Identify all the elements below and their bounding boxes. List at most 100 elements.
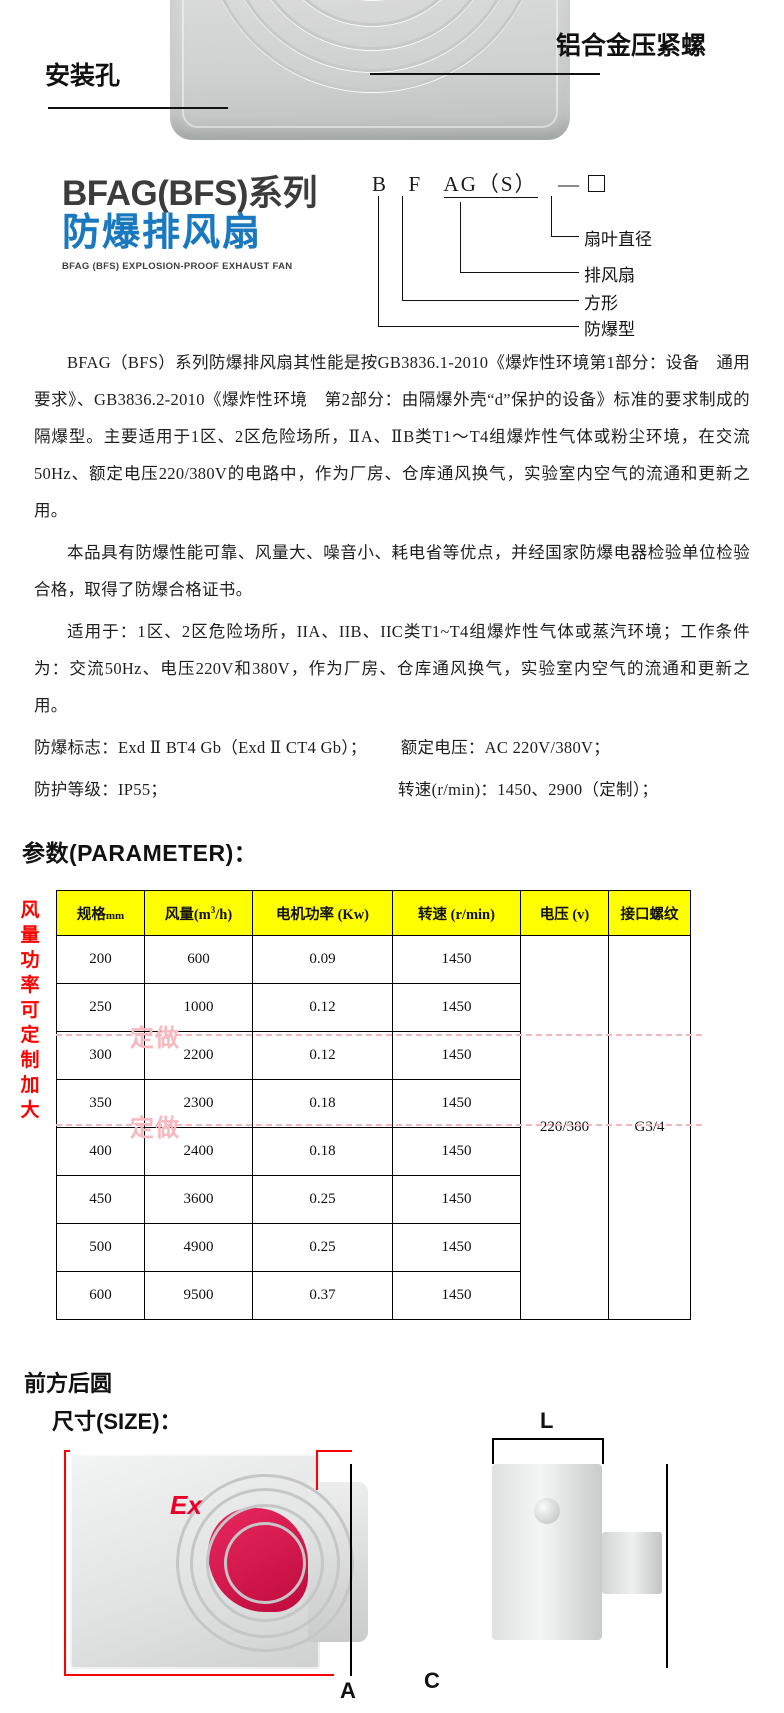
cell-airflow: 2400 (144, 1127, 253, 1176)
description-paragraph-2: 本品具有防爆性能可靠、风量大、噪音小、耗电省等优点，并经国家防爆电器检验单位检验… (34, 543, 750, 599)
table-row: 250 1000 0.12 1450 (56, 983, 691, 1032)
leader-line-right (370, 73, 600, 75)
model-code-dash: — (558, 172, 582, 196)
watermark-custom-450: 定做 (130, 1115, 180, 1142)
cell-speed: 1450 (392, 1079, 521, 1128)
red-guide-top-left (64, 1450, 70, 1452)
table-row: 600 9500 0.37 1450 (56, 1271, 691, 1320)
dim-arrow-c (666, 1464, 668, 1668)
cell-speed: 1450 (392, 1031, 521, 1080)
cell-speed: 1450 (392, 1271, 521, 1320)
cell-power: 0.25 (252, 1223, 393, 1272)
product-photo-banner: 安装孔 铝合金压紧螺 (0, 0, 784, 160)
model-code-ag: AG（S） (443, 172, 538, 198)
model-code-box (588, 175, 606, 192)
brand-title-group: BFAG(BFS)系列 防爆排风扇 BFAG (BFS) EXPLOSION-P… (62, 174, 318, 272)
dim-label-c: C (424, 1668, 440, 1693)
product-title: 防爆排风扇 (62, 211, 317, 256)
red-guide-right (316, 1450, 318, 1490)
table-row: 350 2300 0.18 1450 (56, 1079, 691, 1128)
dim-label-l: L (540, 1408, 554, 1433)
th-thread: 接口螺纹 (608, 890, 691, 936)
model-code-f: F (408, 172, 423, 196)
cell-power: 0.25 (252, 1175, 393, 1224)
model-line-v-explosion (378, 196, 379, 326)
th-speed: 转速 (r/min) (392, 890, 521, 936)
dim-tick-l-left (492, 1438, 494, 1464)
spec-rated-voltage: 额定电压：AC 220V/380V； (400, 738, 611, 757)
model-code-diagram: B F AG（S） — 扇叶直径 排风扇 方形 防爆型 (372, 168, 712, 339)
cell-airflow: 2200 (144, 1031, 253, 1080)
side-view-duct (602, 1532, 662, 1594)
front-guard-ring-1 (176, 1474, 354, 1652)
spec-row-protection: 防护等级：IP55； 转速(r/min)：1450、2900（定制）； (34, 771, 750, 808)
cell-airflow: 600 (144, 935, 253, 984)
cell-airflow: 9500 (144, 1271, 253, 1320)
parameter-table: 规格mm 风量(m3/h) 电机功率 (Kw) 转速 (r/min) 电压 (v… (56, 890, 691, 1320)
description-section: BFAG（BFS）系列防爆排风扇其性能是按GB3836.1-2010《爆炸性环境… (0, 344, 784, 808)
table-body: 200 600 0.09 1450 220/380 G3/4 250 1000 0.12 1450… (56, 935, 691, 1320)
cell-power: 0.09 (252, 935, 393, 984)
cell-spec: 250 (56, 983, 145, 1032)
cell-speed: 1450 (392, 1223, 521, 1272)
fan-product-photo (170, 0, 570, 160)
th-airflow: 风量(m3/h) (144, 890, 253, 936)
cell-spec: 300 (56, 1031, 145, 1080)
front-guard-ring-2 (190, 1488, 340, 1638)
series-title: BFAG(BFS)系列 (62, 174, 318, 213)
model-code-b: B (372, 172, 389, 196)
ex-marking-label: Ex (170, 1490, 202, 1520)
description-paragraph-3: 适用于：1区、2区危险场所，IIA、IIB、IIC类T1~T4组爆炸性气体或蒸汽… (34, 622, 750, 715)
annotation-mounting-hole: 安装孔 (45, 62, 121, 90)
table-row: 300 2200 0.12 1450 (56, 1031, 691, 1080)
cell-speed: 1450 (392, 983, 521, 1032)
front-guard-ring-3 (206, 1504, 324, 1622)
size-heading-title: 尺寸(SIZE)： (52, 1409, 182, 1434)
table-row: 200 600 0.09 1450 220/380 G3/4 (56, 935, 691, 1320)
cell-spec: 200 (56, 935, 145, 984)
table-row: 450 3600 0.25 1450 (56, 1175, 691, 1224)
watermark-custom-350: 定做 (130, 1025, 180, 1052)
model-label-exhaust-fan: 排风扇 (584, 266, 635, 285)
dim-label-a: A (340, 1678, 356, 1703)
spec-ip-rating: 防护等级：IP55； (34, 780, 168, 799)
strikethrough-row-450 (56, 1124, 702, 1126)
side-view-screw (534, 1498, 560, 1524)
model-label-square: 方形 (584, 294, 618, 313)
table-header-row: 规格mm 风量(m3/h) 电机功率 (Kw) 转速 (r/min) 电压 (v… (56, 890, 691, 936)
model-line-h-square (402, 300, 579, 301)
spec-explosion-marking: 防爆标志：Exd Ⅱ BT4 Gb（Exd Ⅱ CT4 Gb）； (34, 738, 367, 757)
cell-airflow: 4900 (144, 1223, 253, 1272)
model-line-h-diameter (551, 236, 579, 237)
side-note-customizable: 风量功率可定制加大 (20, 900, 40, 1121)
dim-arrow-l (492, 1438, 604, 1440)
cell-spec: 500 (56, 1223, 145, 1272)
size-heading-shape: 前方后圆 (24, 1371, 113, 1396)
dim-tick-l-right (602, 1438, 604, 1464)
title-and-model-block: BFAG(BFS)系列 防爆排风扇 BFAG (BFS) EXPLOSION-P… (0, 160, 784, 350)
model-label-diameter: 扇叶直径 (584, 230, 652, 249)
product-title-english: BFAG (BFS) EXPLOSION-PROOF EXHAUST FAN (62, 260, 293, 272)
cell-thread-merged: G3/4 (608, 935, 691, 1320)
model-line-h-explosion (378, 326, 579, 327)
th-spec: 规格mm (56, 890, 145, 936)
size-section: 前方后圆 尺寸(SIZE)： Ex A (0, 1366, 784, 1703)
cell-voltage-merged: 220/380 (520, 935, 609, 1320)
cell-speed: 1450 (392, 1175, 521, 1224)
cell-airflow: 3600 (144, 1175, 253, 1224)
th-power: 电机功率 (Kw) (252, 890, 393, 936)
model-line-v-square (402, 196, 403, 300)
th-voltage: 电压 (v) (520, 890, 609, 936)
red-guide-bottom (64, 1674, 334, 1676)
table-row: 400 2400 0.18 1450 (56, 1127, 691, 1176)
model-line-v-diameter (551, 196, 552, 236)
cell-speed: 1450 (392, 935, 521, 984)
red-guide-top-right (316, 1450, 352, 1452)
model-line-h-fan (460, 272, 579, 273)
cell-power: 0.12 (252, 983, 393, 1032)
annotation-cable-gland: 铝合金压紧螺 (556, 32, 707, 60)
cell-spec: 600 (56, 1271, 145, 1320)
model-line-v-fan (460, 202, 461, 272)
cell-spec: 450 (56, 1175, 145, 1224)
